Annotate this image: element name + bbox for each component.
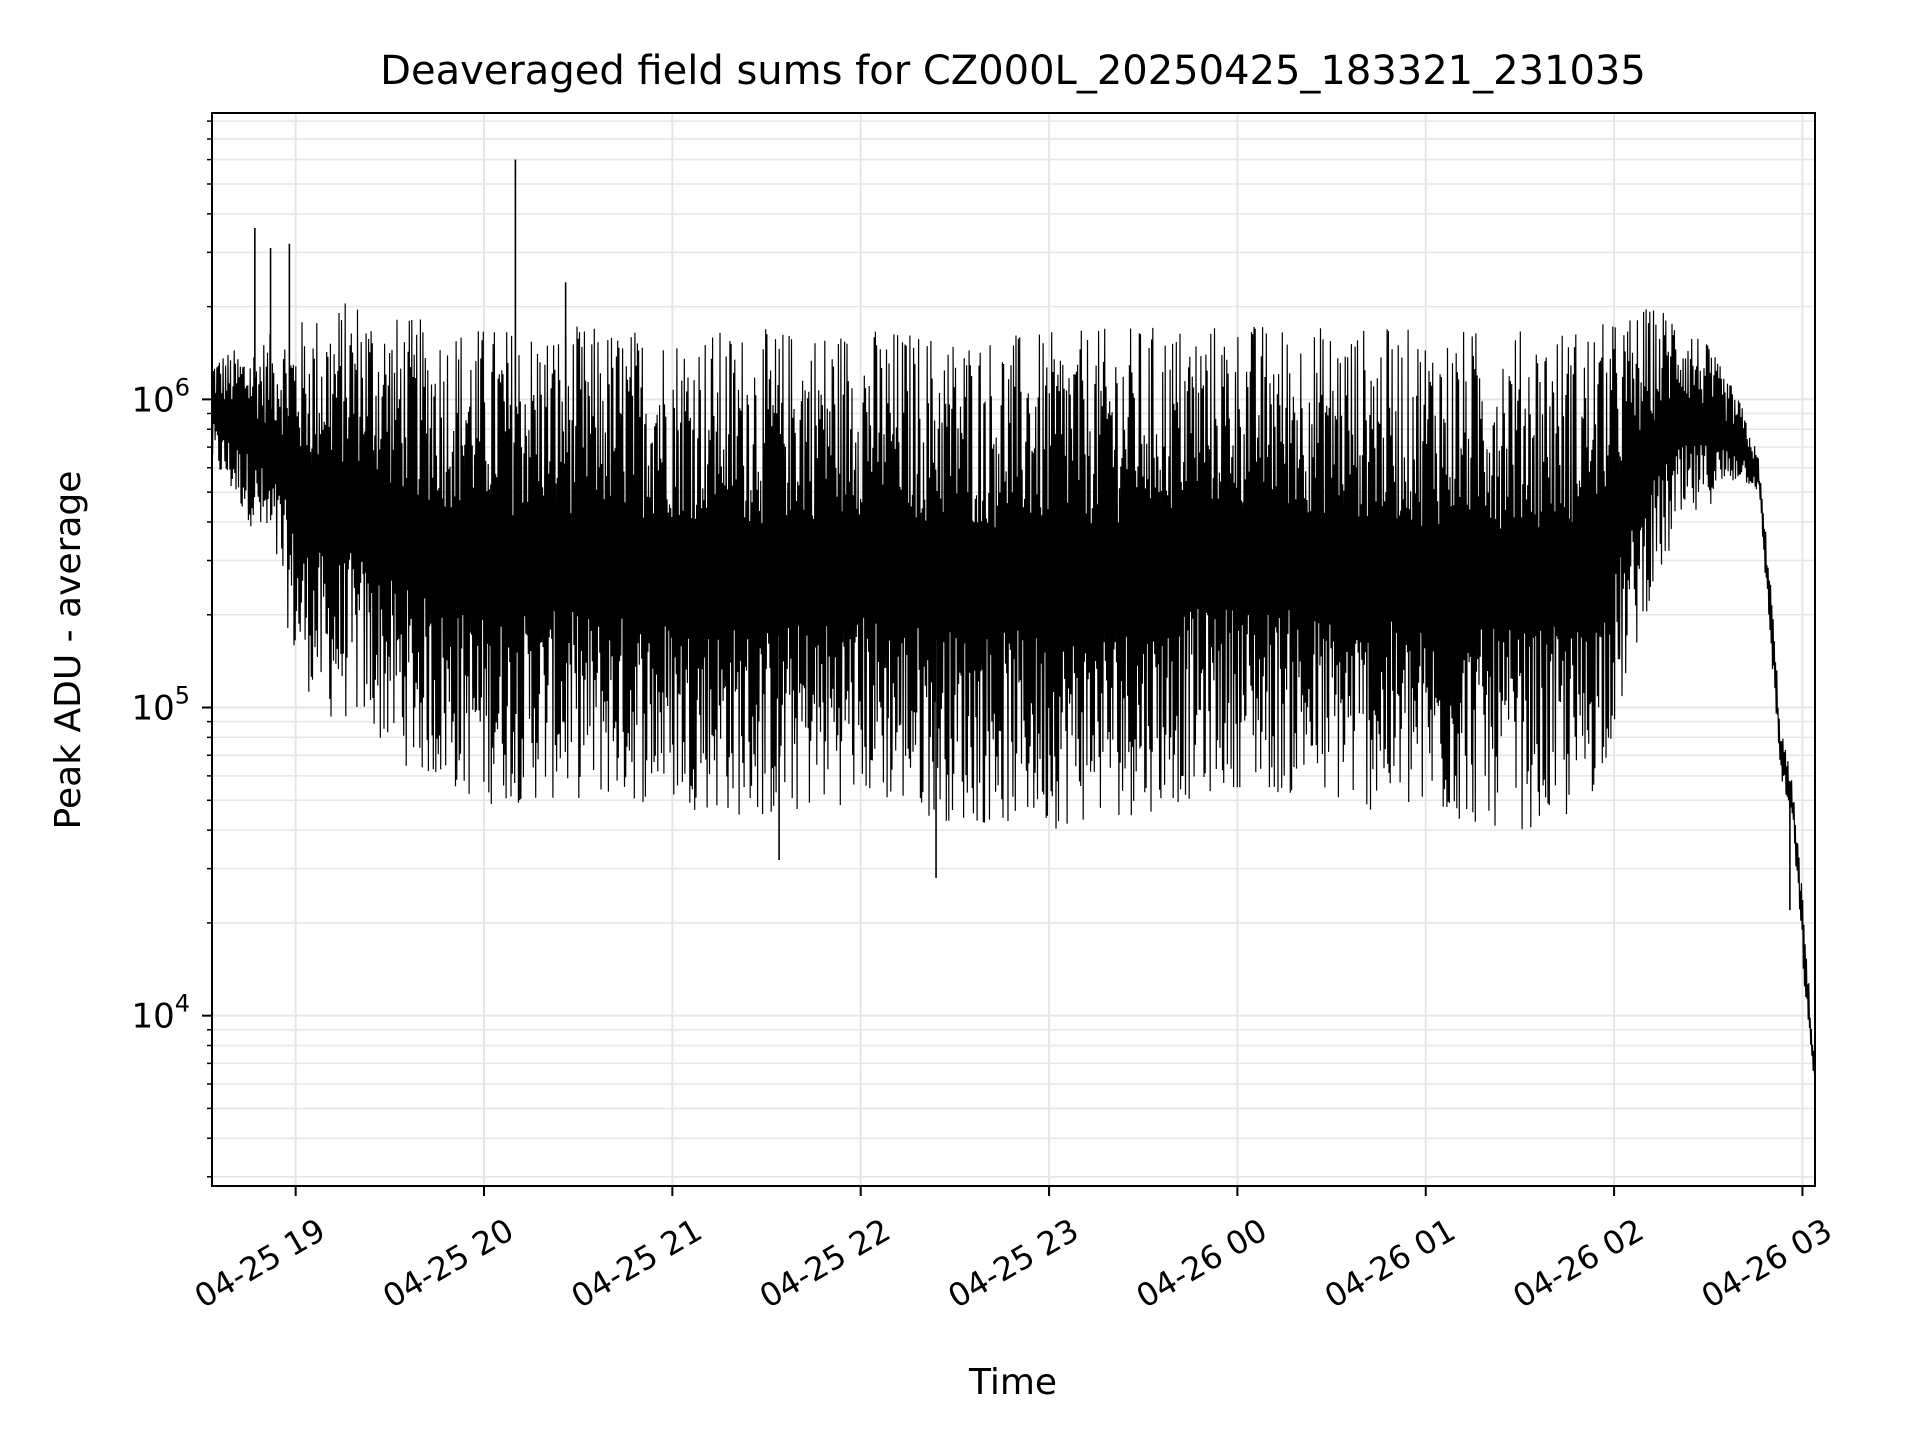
y-tick-label: 105 <box>131 682 190 729</box>
y-tick-label: 104 <box>131 990 190 1037</box>
series-line <box>211 303 1816 1074</box>
chart-title: Deaveraged field sums for CZ000L_2025042… <box>380 48 1646 94</box>
plot-frame <box>211 112 1816 1187</box>
y-tick-label: 106 <box>131 373 190 420</box>
x-axis-label: Time <box>968 1362 1057 1403</box>
y-axis-label: Peak ADU - average <box>48 471 89 830</box>
series-layer <box>211 159 1816 1074</box>
